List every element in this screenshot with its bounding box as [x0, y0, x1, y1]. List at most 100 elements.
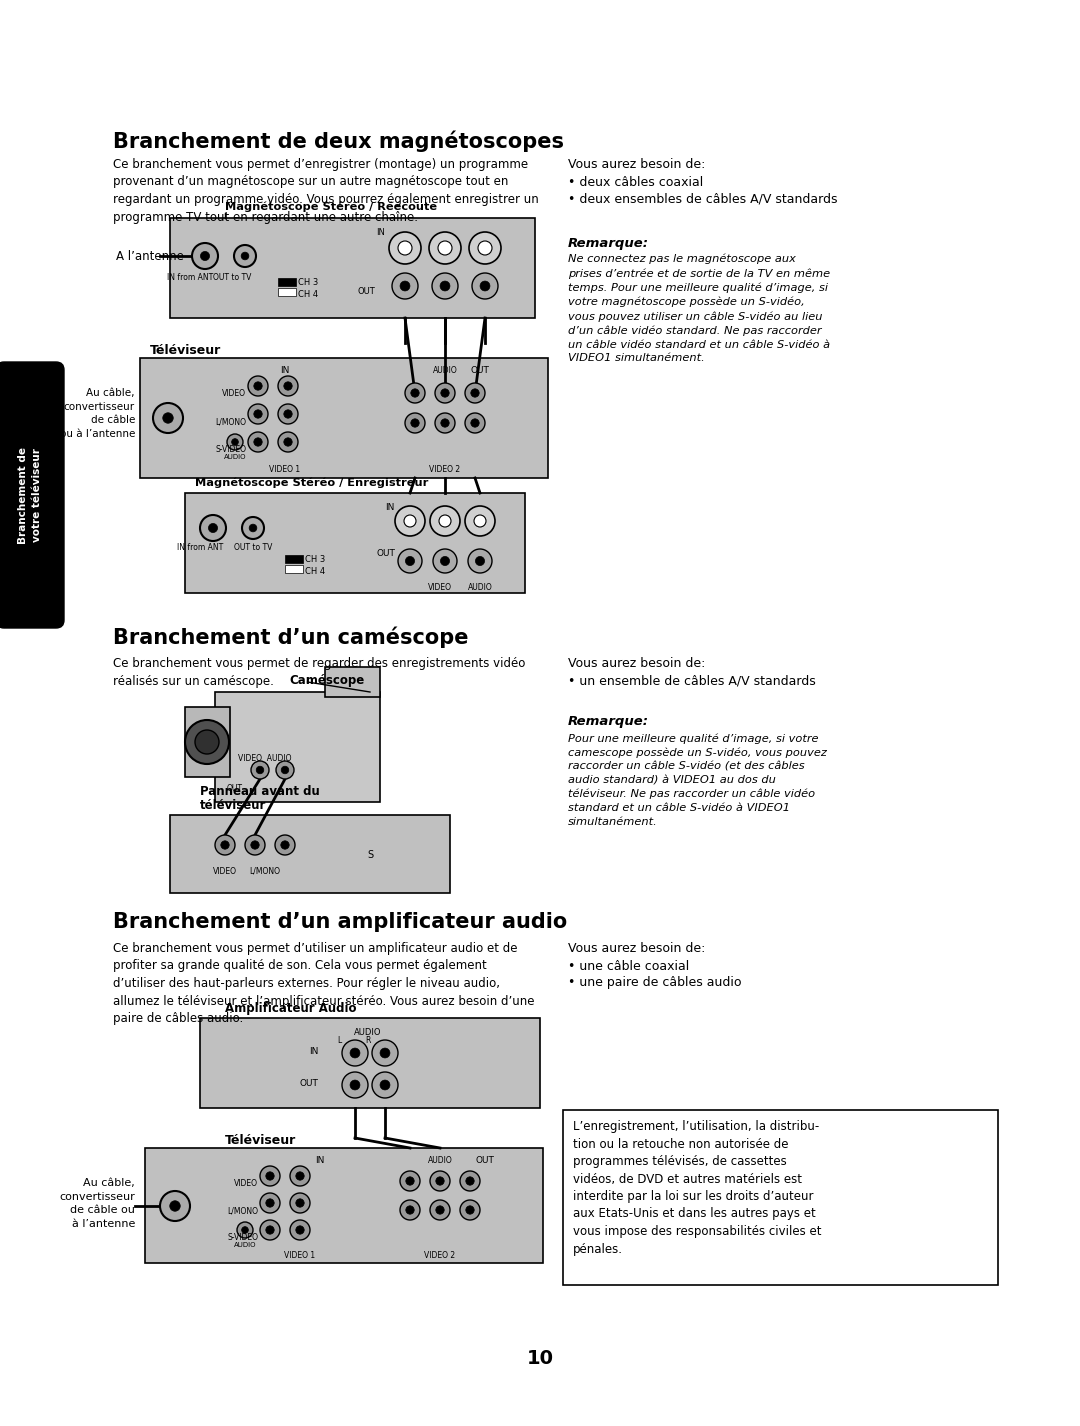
Circle shape	[242, 1226, 248, 1233]
Text: Branchement de
votre téléviseur: Branchement de votre téléviseur	[18, 446, 42, 543]
Circle shape	[192, 242, 218, 270]
Circle shape	[372, 1040, 399, 1067]
Circle shape	[251, 761, 269, 779]
Text: S-VIDEO: S-VIDEO	[227, 1233, 258, 1242]
Bar	[278, 288, 296, 297]
Text: IN: IN	[386, 503, 395, 512]
Circle shape	[435, 384, 455, 404]
Circle shape	[460, 1171, 480, 1191]
Circle shape	[405, 556, 415, 566]
Bar	[285, 555, 303, 563]
Circle shape	[266, 1226, 274, 1233]
Circle shape	[281, 841, 289, 850]
Text: Panneau avant du: Panneau avant du	[200, 784, 320, 799]
Text: • une paire de câbles audio: • une paire de câbles audio	[568, 975, 742, 990]
Circle shape	[474, 515, 486, 528]
Circle shape	[429, 232, 461, 264]
Circle shape	[380, 1079, 390, 1089]
Circle shape	[471, 389, 480, 398]
Text: AUDIO: AUDIO	[468, 583, 492, 592]
Circle shape	[170, 1201, 180, 1211]
Circle shape	[432, 272, 458, 299]
Text: IN from ANT: IN from ANT	[167, 272, 213, 282]
Bar	[278, 278, 296, 287]
Circle shape	[405, 414, 426, 434]
Circle shape	[441, 389, 449, 398]
Text: • deux ensembles de câbles A/V standards: • deux ensembles de câbles A/V standards	[568, 193, 837, 205]
Circle shape	[465, 1206, 474, 1214]
Circle shape	[389, 232, 421, 264]
Circle shape	[406, 1176, 415, 1185]
Circle shape	[460, 1201, 480, 1221]
Text: VIDEO: VIDEO	[213, 867, 237, 876]
Circle shape	[278, 376, 298, 396]
Text: OUT to TV: OUT to TV	[213, 272, 252, 282]
Text: AUDIO: AUDIO	[433, 366, 457, 375]
Circle shape	[153, 404, 183, 434]
Text: Remarque:: Remarque:	[568, 237, 649, 250]
Circle shape	[471, 419, 480, 428]
Text: • un ensemble de câbles A/V standards: • un ensemble de câbles A/V standards	[568, 674, 815, 687]
Circle shape	[405, 384, 426, 404]
Text: OUT: OUT	[475, 1156, 495, 1165]
Text: IN from ANT: IN from ANT	[177, 543, 224, 552]
Circle shape	[284, 409, 293, 418]
Circle shape	[465, 506, 495, 536]
Circle shape	[249, 525, 257, 532]
Text: Ce branchement vous permet de regarder des enregistrements vidéo
réalisés sur un: Ce branchement vous permet de regarder d…	[113, 657, 525, 687]
Text: VIDEO: VIDEO	[234, 1179, 258, 1188]
Text: VIDEO 1: VIDEO 1	[269, 465, 300, 475]
Circle shape	[410, 419, 419, 428]
Circle shape	[291, 1166, 310, 1186]
Text: A l’antenne: A l’antenne	[116, 250, 184, 262]
Text: VIDEO 1: VIDEO 1	[284, 1251, 315, 1259]
Bar	[215, 692, 380, 801]
Circle shape	[234, 245, 256, 267]
Circle shape	[160, 1191, 190, 1221]
Text: Ne connectez pas le magnétoscope aux
prises d’entrée et de sortie de la TV en mê: Ne connectez pas le magnétoscope aux pri…	[568, 254, 831, 364]
Circle shape	[200, 515, 226, 540]
Text: Magnétoscope Stéréo / Réécoute: Magnétoscope Stéréo / Réécoute	[225, 202, 437, 212]
Circle shape	[475, 556, 485, 566]
Circle shape	[435, 414, 455, 434]
Text: VIDEO: VIDEO	[428, 583, 453, 592]
Text: téléviseur: téléviseur	[200, 799, 267, 811]
Circle shape	[254, 438, 262, 446]
Circle shape	[395, 506, 426, 536]
Circle shape	[436, 1176, 444, 1185]
Text: AUDIO: AUDIO	[354, 1028, 381, 1037]
Circle shape	[284, 438, 293, 446]
Circle shape	[392, 272, 418, 299]
Circle shape	[480, 281, 490, 291]
Circle shape	[266, 1172, 274, 1181]
Text: VIDEO 2: VIDEO 2	[430, 465, 460, 475]
Circle shape	[472, 272, 498, 299]
Text: L/MONO: L/MONO	[215, 418, 246, 426]
Bar	[285, 565, 303, 573]
Circle shape	[441, 419, 449, 428]
Text: OUT: OUT	[357, 287, 375, 295]
Text: Amplificateur Audio: Amplificateur Audio	[225, 1002, 356, 1015]
Text: OUT: OUT	[227, 784, 243, 793]
Circle shape	[251, 841, 259, 850]
Text: Téléviseur: Téléviseur	[150, 344, 221, 356]
Text: 10: 10	[527, 1349, 554, 1368]
Circle shape	[275, 836, 295, 856]
Bar	[200, 1018, 540, 1108]
Text: Ce branchement vous permet d’utiliser un amplificateur audio et de
profiter sa g: Ce branchement vous permet d’utiliser un…	[113, 943, 535, 1025]
Text: VIDEO 2: VIDEO 2	[424, 1251, 456, 1259]
Text: VIDEO  AUDIO: VIDEO AUDIO	[239, 754, 292, 763]
Text: AUDIO: AUDIO	[233, 1242, 256, 1248]
Text: CH 3
CH 4: CH 3 CH 4	[305, 555, 325, 576]
Text: Branchement d’un amplificateur audio: Branchement d’un amplificateur audio	[113, 913, 567, 933]
Circle shape	[468, 549, 492, 573]
Circle shape	[278, 432, 298, 452]
Circle shape	[208, 523, 217, 532]
Text: OUT: OUT	[376, 549, 395, 558]
Circle shape	[478, 241, 492, 255]
Text: Vous aurez besoin de:: Vous aurez besoin de:	[568, 158, 705, 171]
Circle shape	[296, 1226, 305, 1233]
Circle shape	[406, 1206, 415, 1214]
Text: Téléviseur: Téléviseur	[225, 1134, 296, 1147]
Circle shape	[350, 1079, 360, 1089]
